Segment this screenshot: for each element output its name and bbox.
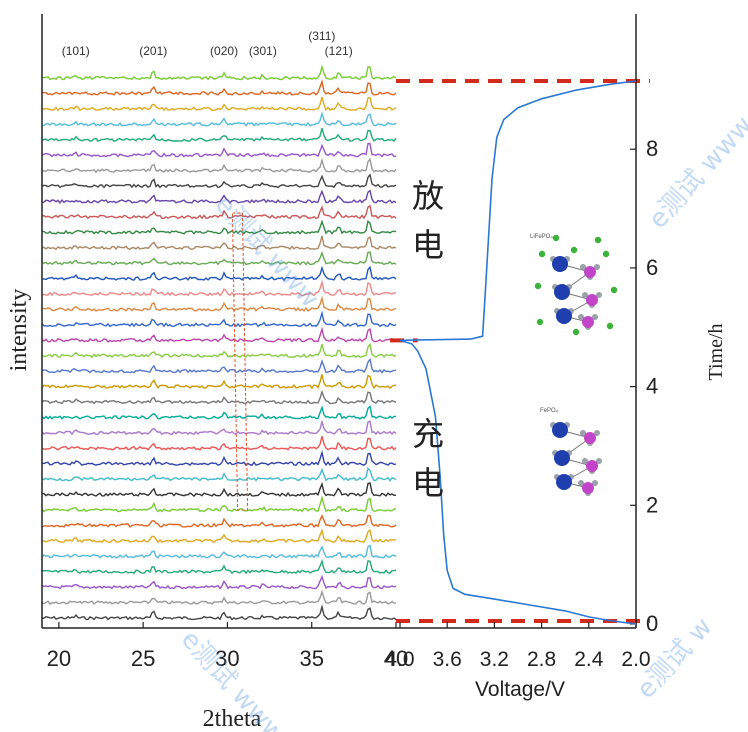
xrd-pattern-line: [41, 514, 397, 528]
voltage-curve: [399, 80, 637, 625]
xrd-pattern-line: [41, 357, 397, 374]
peak-label: (311): [308, 29, 335, 43]
xrd-pattern-lines: [41, 64, 397, 621]
xrd-pattern-line: [41, 389, 397, 405]
xrd-pattern-line: [41, 419, 397, 436]
xrd-x-axis-label: 2theta: [203, 706, 262, 732]
xrd-y-axis-label: intensity: [6, 289, 32, 372]
volt-x-tick-label: 2.0: [621, 648, 650, 671]
fepo4-structure-image: FePO₄: [540, 408, 602, 496]
xrd-pattern-line: [41, 219, 397, 235]
peak-label: (101): [62, 44, 90, 58]
peak-label: (121): [325, 44, 353, 58]
xrd-x-tick-label: 20: [47, 646, 71, 671]
xrd-pattern-line: [41, 127, 397, 143]
xrd-pattern-line: [42, 528, 397, 544]
xrd-pattern-line: [41, 495, 397, 513]
xrd-pattern-line: [41, 405, 396, 420]
xrd-pattern-line: [41, 558, 397, 575]
xrd-pattern-line: [41, 604, 397, 621]
xrd-x-tick-label: 25: [131, 646, 155, 671]
volt-x-tick-label: 3.6: [433, 648, 462, 671]
xrd-pattern-line: [41, 79, 397, 96]
xrd-pattern-line: [41, 173, 397, 189]
xrd-pattern-line: [41, 326, 397, 343]
xrd-pattern-line: [41, 574, 397, 590]
xrd-pattern-line: [42, 449, 397, 467]
xrd-peak-labels: (101) (201) (020) (301) (311)(121): [62, 29, 353, 58]
lifepo4-structure-image: LiFePO₄: [530, 234, 618, 336]
volt-x-ticks: 4.0 3.6 3.2 2.8 2.4 2.0: [385, 622, 651, 671]
volt-y-ticks: 0 2 4 6 8: [630, 136, 658, 636]
xrd-pattern-line: [41, 467, 397, 482]
xrd-pattern-line: [41, 310, 397, 328]
highlight-box: [231, 212, 249, 511]
xrd-pattern-line: [41, 279, 397, 297]
volt-x-tick-label: 2.4: [574, 648, 604, 671]
xrd-pattern-line: [41, 64, 397, 81]
charge-label-2: 电: [412, 464, 444, 502]
discharge-label-1: 放: [412, 177, 444, 215]
structure-bottom-label: FePO₄: [540, 408, 559, 414]
xrd-x-tick-label: 30: [215, 646, 239, 671]
xrd-pattern-line: [41, 250, 397, 266]
volt-y-tick-label: 4: [646, 374, 658, 399]
charge-label-1: 充: [412, 415, 444, 453]
volt-x-tick-label: 4.0: [385, 648, 414, 671]
xrd-pattern-line: [42, 481, 397, 498]
xrd-pattern-line: [41, 265, 397, 282]
xrd-pattern-line: [41, 189, 397, 204]
volt-x-tick-label: 3.2: [480, 648, 509, 671]
volt-y-tick-label: 2: [646, 492, 658, 517]
xrd-pattern-line: [41, 435, 397, 451]
volt-y-tick-label: 6: [646, 255, 658, 280]
xrd-panel: (101) (201) (020) (301) (311)(121) 20 25 30 35 4…: [6, 14, 408, 732]
structure-top-label: LiFePO₄: [530, 234, 553, 240]
volt-y-axis-label: Time/h: [705, 323, 727, 380]
xrd-pattern-line: [41, 157, 397, 174]
xrd-pattern-line: [41, 111, 397, 127]
volt-y-tick-label: 8: [646, 136, 658, 161]
voltage-panel: 4.0 3.6 3.2 2.8 2.4 2.0 0 2 4 6 8 Voltage/V Time/…: [385, 14, 727, 701]
xrd-x-ticks: 20 25 30 35 40: [47, 622, 408, 671]
peak-label: (301): [249, 44, 277, 58]
volt-y-tick-label: 0: [646, 611, 658, 636]
xrd-x-tick-label: 35: [299, 646, 323, 671]
xrd-pattern-line: [41, 342, 397, 359]
xrd-pattern-line: [41, 544, 397, 559]
xrd-pattern-line: [41, 204, 397, 220]
xrd-pattern-line: [41, 96, 397, 112]
discharge-label-2: 电: [412, 226, 444, 264]
xrd-pattern-line: [41, 295, 397, 312]
xrd-pattern-line: [41, 235, 397, 251]
peak-label: (201): [139, 44, 167, 58]
xrd-pattern-line: [41, 589, 397, 605]
xrd-pattern-line: [41, 142, 397, 158]
volt-x-axis-label: Voltage/V: [475, 678, 565, 701]
xrd-x-tick-label: 40: [384, 646, 408, 671]
xrd-pattern-line: [41, 374, 397, 390]
peak-label: (020): [210, 44, 238, 58]
volt-x-tick-label: 2.8: [527, 648, 556, 671]
